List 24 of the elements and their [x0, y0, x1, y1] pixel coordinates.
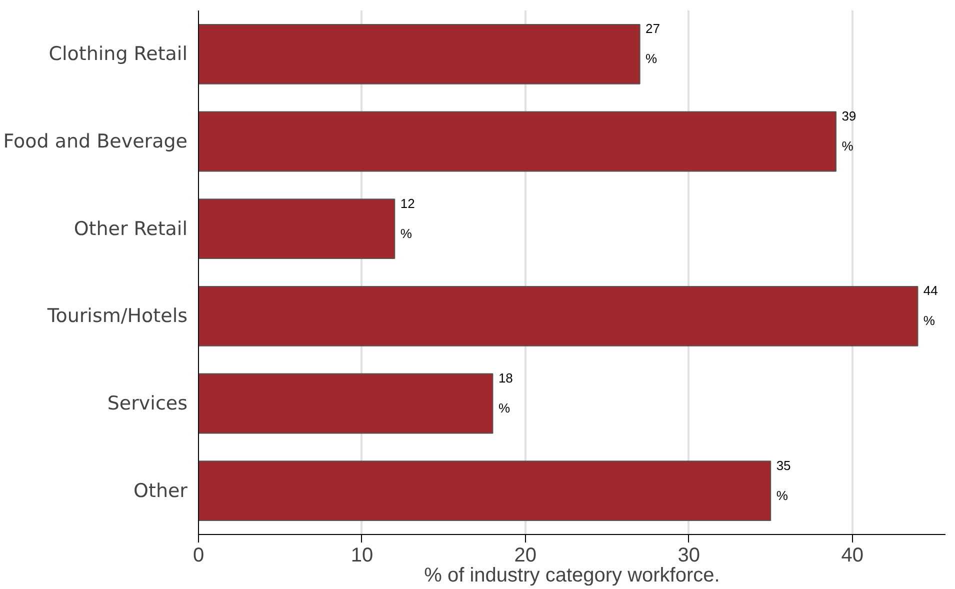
data-label: 27 % — [646, 21, 660, 66]
y-tick-label: Tourism/Hotels — [46, 305, 188, 328]
bar — [198, 111, 836, 172]
data-label: 44 % — [923, 283, 938, 328]
x-tick-label: 0 — [192, 544, 204, 566]
x-tick-label: 10 — [350, 544, 374, 566]
bar — [198, 286, 918, 346]
y-tick-label: Other — [134, 480, 188, 502]
data-label: 35 % — [776, 458, 791, 503]
bar — [198, 373, 494, 434]
bar — [198, 198, 396, 260]
data-label: 12 % — [400, 196, 415, 241]
x-axis-title: % of industry category workforce. — [424, 564, 720, 586]
bar — [198, 24, 640, 84]
y-tick-label: Services — [107, 392, 188, 414]
data-label: 39 % — [842, 108, 856, 154]
bar — [198, 460, 772, 522]
x-tick-label: 40 — [841, 544, 864, 566]
y-tick-label: Food and Beverage — [3, 130, 188, 152]
data-label: 18 % — [498, 370, 513, 416]
x-tick-label: 30 — [678, 544, 700, 566]
x-tick-label: 20 — [514, 544, 537, 566]
y-tick-label: Other Retail — [74, 218, 188, 240]
y-tick-label: Clothing Retail — [48, 43, 188, 66]
